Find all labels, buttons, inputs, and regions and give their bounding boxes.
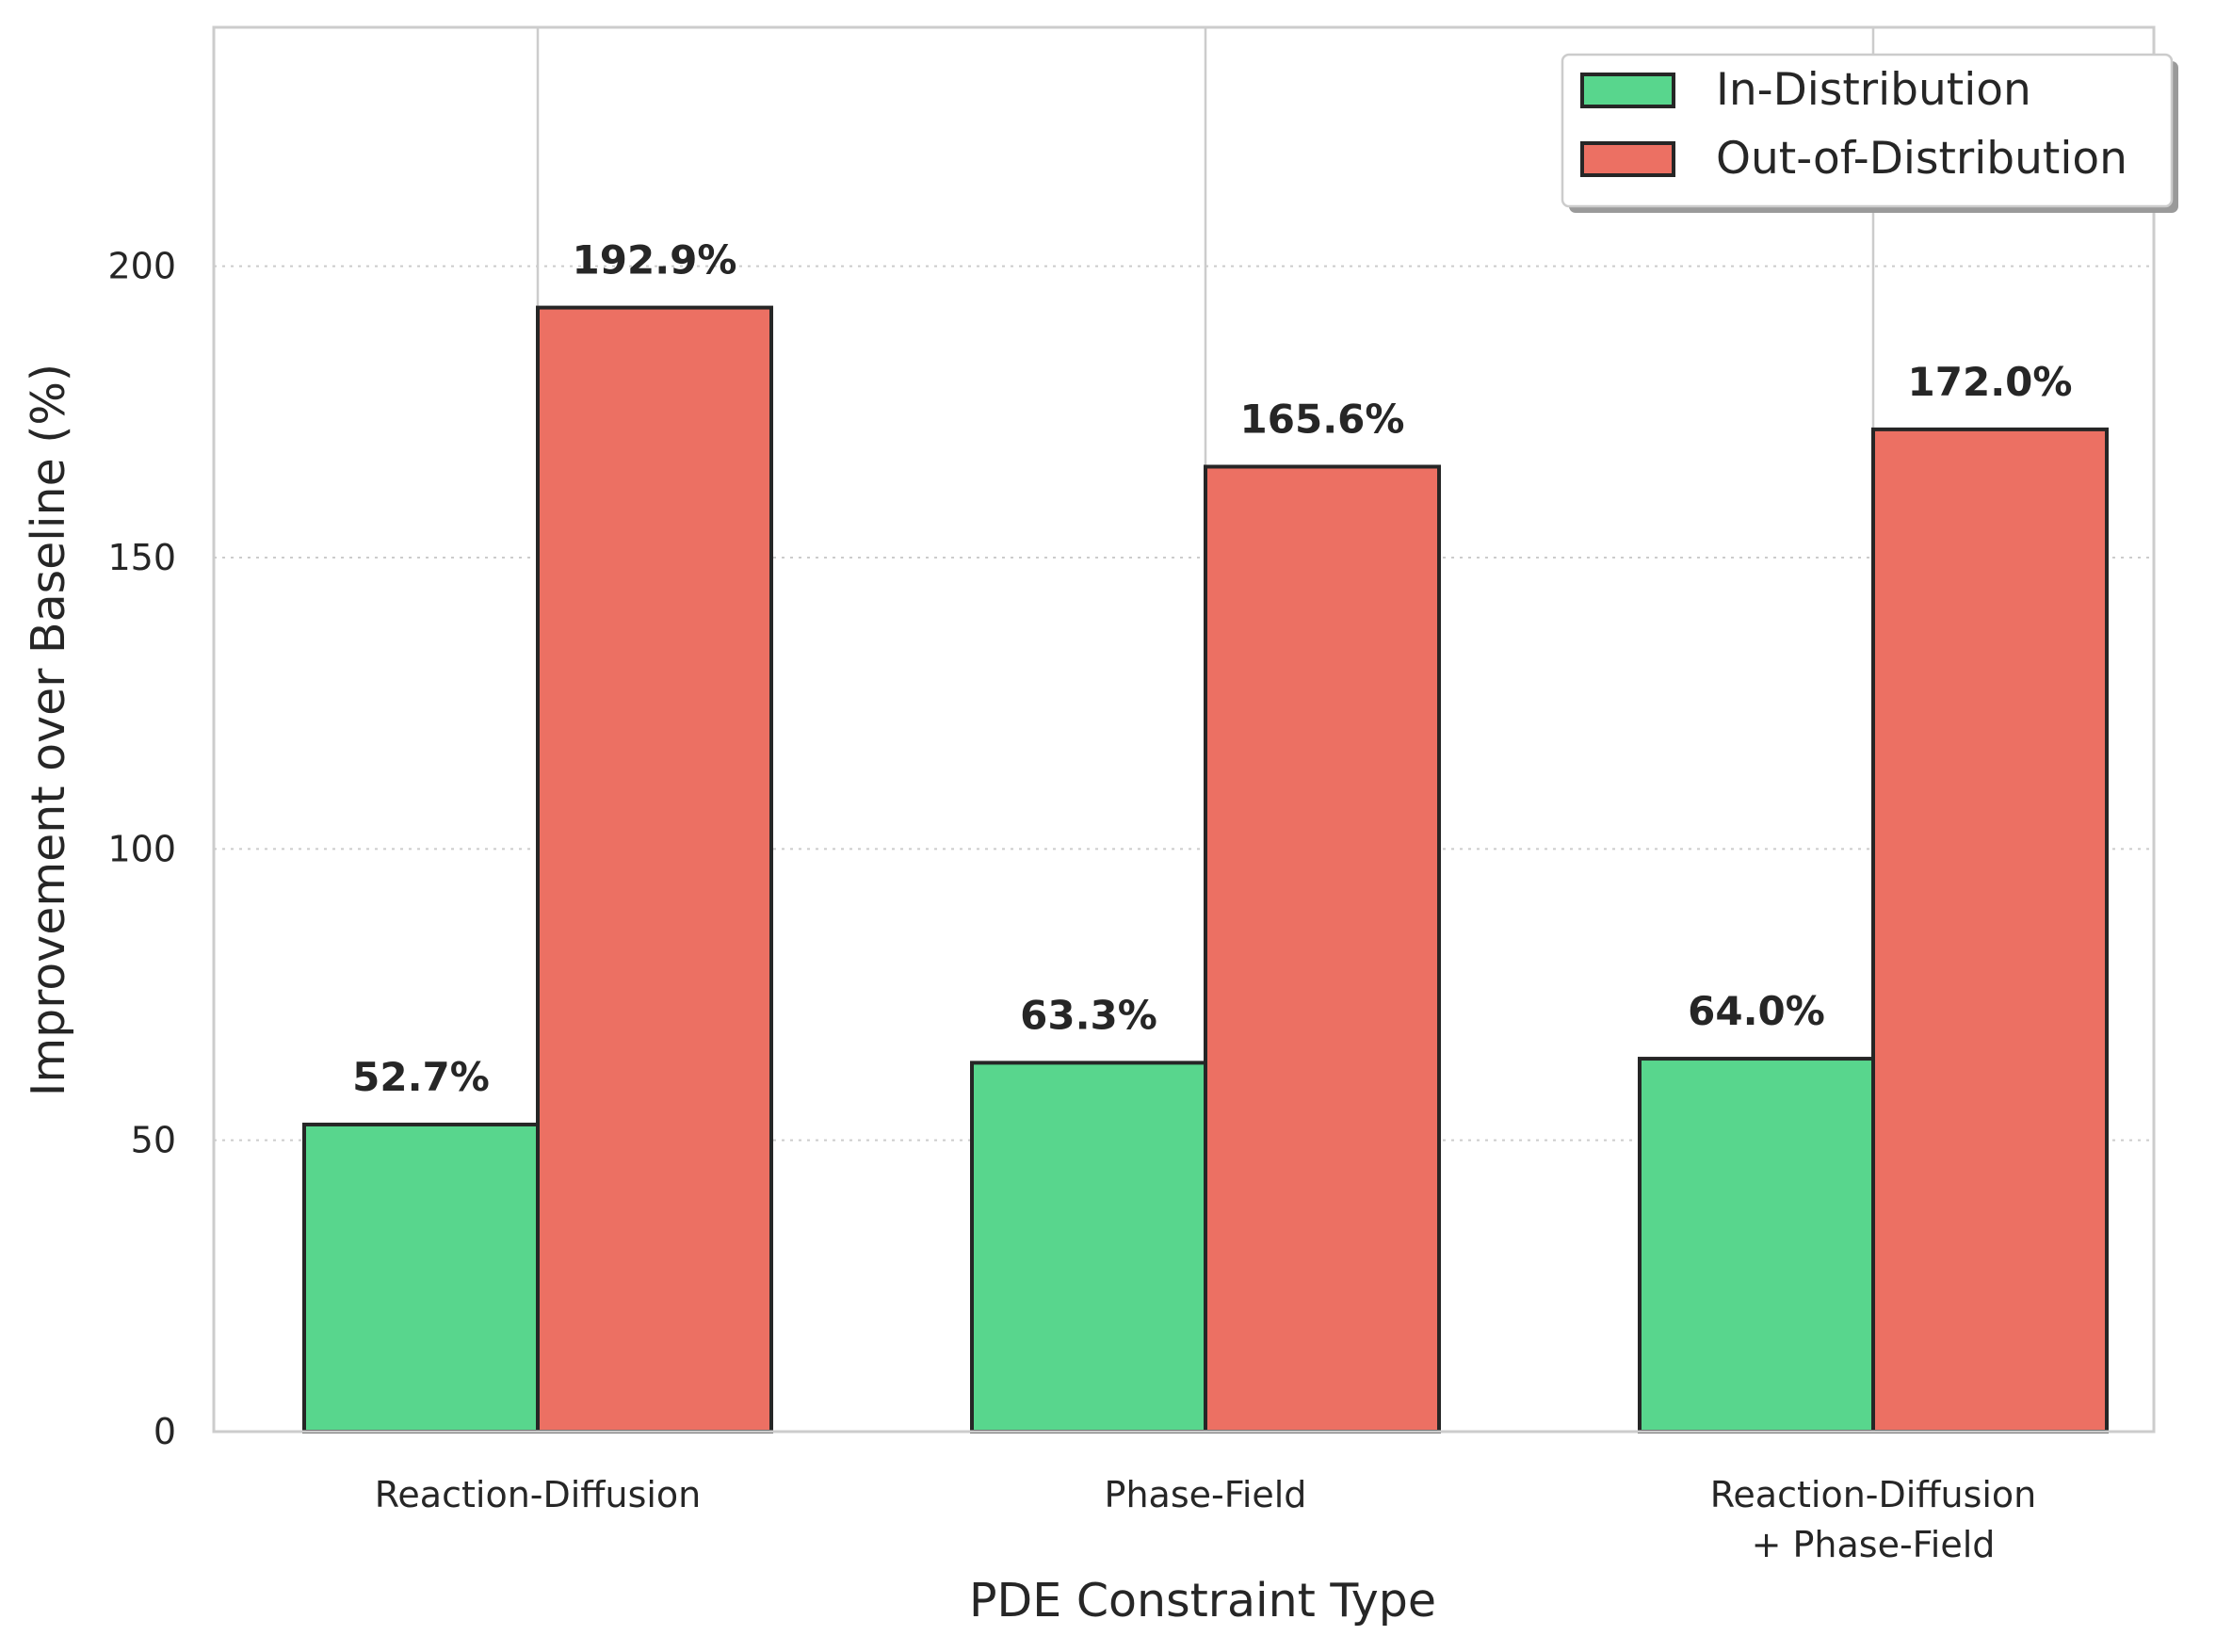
- bar-value-label: 64.0%: [1688, 988, 1825, 1034]
- bar-in-distribution-1: [970, 1061, 1207, 1433]
- data-labels: 52.7% 63.3% 64.0% 192.9% 165.6% 172.0%: [352, 237, 2072, 1100]
- x-tick-label: Reaction-Diffusion: [375, 1474, 702, 1515]
- bar-out-of-distribution-2: [1871, 427, 2109, 1434]
- legend-swatch-in-distribution: [1580, 73, 1675, 108]
- bar-value-label: 172.0%: [1908, 359, 2073, 405]
- bar-in-distribution-0: [302, 1122, 540, 1433]
- bar-value-label: 165.6%: [1240, 396, 1405, 442]
- y-axis-title: Improvement over Baseline (%): [22, 364, 75, 1096]
- bar-value-label: 63.3%: [1020, 992, 1157, 1038]
- y-tick-label: 200: [107, 246, 176, 287]
- bar-value-label: 192.9%: [573, 237, 737, 283]
- legend-box: [1561, 53, 2174, 208]
- legend-swatch-out-of-distribution: [1580, 141, 1675, 177]
- bar-in-distribution-2: [1638, 1057, 1875, 1433]
- y-tick-label: 0: [154, 1411, 176, 1452]
- y-tick-label: 50: [131, 1120, 176, 1161]
- axis-ticks: 0 50 100 150 200 Reaction-Diffusion Phase-Fiel…: [107, 246, 2036, 1565]
- legend-label-in-distribution: In-Distribution: [1716, 64, 2031, 116]
- legend-label-out-of-distribution: Out-of-Distribution: [1716, 133, 2127, 185]
- bar-value-label: 52.7%: [352, 1054, 490, 1100]
- bar-out-of-distribution-0: [536, 305, 773, 1434]
- plot-area-frame: [212, 25, 2156, 1433]
- x-axis-title: PDE Constraint Type: [969, 1574, 1436, 1628]
- bars: [302, 305, 2109, 1434]
- y-tick-label: 100: [107, 828, 176, 869]
- legend: In-Distribution Out-of-Distribution: [1561, 53, 2178, 213]
- x-tick-label: Phase-Field: [1105, 1474, 1307, 1515]
- x-tick-label: Reaction-Diffusion + Phase-Field: [1710, 1474, 2037, 1565]
- y-tick-label: 150: [107, 537, 176, 578]
- bar-out-of-distribution-1: [1204, 464, 1441, 1433]
